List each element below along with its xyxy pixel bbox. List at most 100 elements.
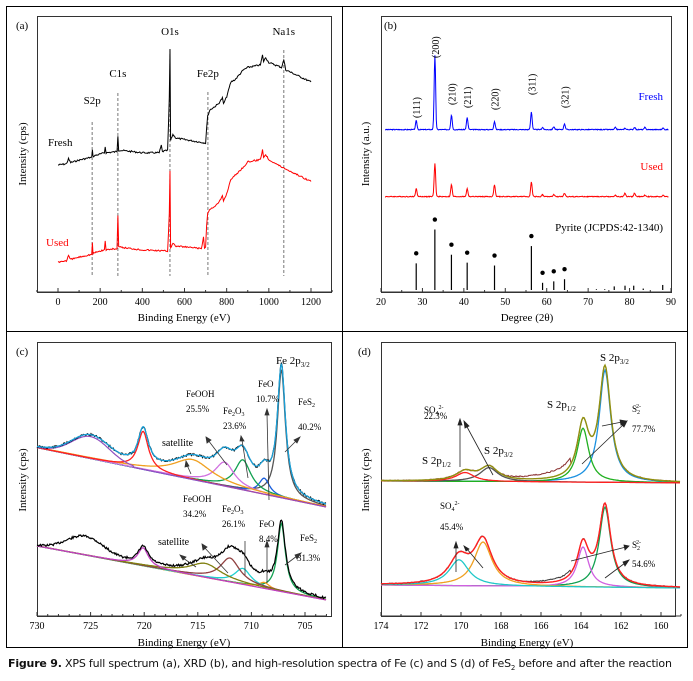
label-s2p32-top: S 2p3/2 (600, 352, 629, 366)
peak-label: (200) (431, 36, 442, 58)
title-fe2p32: Fe 2p3/2 (276, 355, 310, 369)
x-axis-a-tick-label: 400 (135, 297, 150, 308)
panel-label-a: (a) (16, 20, 29, 32)
x-axis-b-tick-label: 20 (376, 297, 386, 308)
x-axis-d-tick-label: 162 (614, 621, 629, 632)
x-axis-b-tick-label: 30 (417, 297, 427, 308)
legend-reference-b: Pyrite (JCPDS:42-1340) (555, 222, 663, 234)
peak-label: (220) (491, 88, 502, 110)
x-axis-c-tick-label: 720 (137, 621, 152, 632)
pct-fe2o3-used: 26.1% (222, 519, 246, 529)
series-line-used (384, 163, 669, 198)
x-axis-c-tick-label: 725 (83, 621, 98, 632)
label-feooh-used: FeOOH (183, 494, 212, 504)
x-axis-c-tick-label: 715 (190, 621, 205, 632)
label-s2-fresh: S22- (632, 404, 641, 416)
panel-d-s2p: (d) 174 172 170 168 166 164 162 160 S 2p3/2 S 2… (358, 342, 682, 649)
label-fes2-used: FeS2 (300, 533, 317, 545)
legend-used-a: Used (46, 237, 69, 249)
series-c (36, 362, 327, 601)
label-s2-used: S22- (632, 540, 641, 552)
reference-marker-dot (492, 253, 497, 258)
y-axis-label-d: Intensity (cps) (360, 448, 372, 512)
label-so4-used: SO42- (440, 501, 460, 513)
envelope-used (381, 501, 681, 588)
x-axis-d-tick-label: 174 (374, 621, 389, 632)
legend-fresh-b: Fresh (639, 91, 664, 103)
x-axis-label-a: Binding Energy (eV) (138, 312, 231, 324)
y-axis-label-b: Intensity (a.u.) (360, 121, 372, 186)
x-axis-c: 730 725 720 715 710 705 (30, 612, 327, 632)
x-axis-b: 20 30 40 50 60 70 80 90 (376, 288, 676, 308)
pct-feooh-used: 34.2% (183, 509, 207, 519)
panel-c-fe2p: (c) 730 725 720 715 710 705 Fe 2p3/2 FeOOH 25… (16, 342, 332, 649)
label-s2p12-so4-fresh: S 2p1/2 (422, 455, 451, 469)
label-s2p12-top: S 2p1/2 (547, 399, 576, 413)
x-axis-b-tick-label: 50 (500, 297, 510, 308)
x-axis-d: 174 172 170 168 166 164 162 160 (374, 612, 682, 632)
figure-caption: Figure 9. XPS full spectrum (a), XRD (b)… (8, 657, 688, 672)
x-axis-label-b: Degree (2θ) (501, 312, 554, 324)
annotation-arrows-d (453, 417, 630, 579)
pct-fes2-fresh: 40.2% (298, 422, 322, 432)
background-fresh (36, 435, 327, 508)
legend-fresh-a: Fresh (48, 137, 73, 149)
label-fe2o3-fresh: Fe2O3 (223, 406, 245, 418)
peak-label: (211) (463, 87, 474, 108)
x-axis-b-tick-label: 70 (583, 297, 593, 308)
caption-text-end: before and after the reaction (515, 657, 672, 670)
pct-s2-fresh: 77.7% (632, 424, 656, 434)
pct-fes2-used: 31.3% (297, 553, 321, 563)
raw-data-used (36, 519, 327, 600)
reference-label-o1s: O1s (161, 26, 179, 38)
panel-a-xps-survey: (a) 0 200 400 600 800 1000 1200 S2p C1s O1s Fe2p N… (16, 16, 333, 324)
label-fes2-fresh: FeS2 (298, 397, 315, 409)
caption-text: XPS full spectrum (a), XRD (b), and high… (61, 657, 511, 670)
x-axis-c-tick-label: 730 (30, 621, 45, 632)
reference-label-s2p: S2p (84, 95, 102, 107)
y-axis-label-c: Intensity (cps) (17, 448, 29, 512)
x-axis-d-tick-label: 166 (534, 621, 549, 632)
peak-labels-b: (111) (200) (210) (211) (220) (311) (321) (412, 36, 571, 118)
series-line-used (57, 149, 312, 264)
series-a (57, 49, 312, 264)
series-line-fresh (385, 55, 669, 131)
x-axis-a-tick-label: 600 (177, 297, 192, 308)
y-axis-label-a: Intensity (cps) (17, 122, 29, 186)
caption-label: Figure 9. (8, 657, 62, 670)
reference-label-fe2p: Fe2p (197, 68, 220, 80)
reference-marker-dot (529, 233, 534, 239)
x-axis-a-tick-label: 1200 (301, 297, 321, 308)
envelope-fresh (36, 363, 327, 505)
panel-b-xrd: (b) 20 30 40 50 60 70 80 90 (111) (200) (210) (211… (360, 16, 676, 324)
x-axis-b-tick-label: 60 (542, 297, 552, 308)
x-axis-d-tick-label: 170 (454, 621, 469, 632)
label-s2p32-so4-fresh: S 2p3/2 (484, 445, 513, 459)
reference-label-c1s: C1s (109, 68, 126, 80)
series-line-fresh (58, 49, 312, 166)
reference-label-na1s: Na1s (272, 26, 295, 38)
x-axis-a: 0 200 400 600 800 1000 1200 (36, 288, 333, 308)
x-axis-b-tick-label: 90 (666, 297, 676, 308)
series-d (380, 363, 681, 589)
x-axis-d-tick-label: 168 (494, 621, 509, 632)
x-axis-label-d: Binding Energy (eV) (481, 637, 574, 649)
label-satellite-used: satellite (158, 537, 190, 548)
plot-area-c (37, 342, 332, 617)
panel-label-c: (c) (16, 346, 29, 358)
x-axis-d-tick-label: 164 (574, 621, 589, 632)
envelope-fresh (381, 363, 681, 483)
x-axis-c-tick-label: 710 (244, 621, 259, 632)
x-axis-a-tick-label: 0 (56, 297, 61, 308)
panel-label-d: (d) (358, 346, 371, 358)
fit-component-fresh-3 (380, 471, 680, 484)
legend-used-b: Used (640, 161, 663, 173)
pct-feooh-fresh: 25.5% (186, 404, 210, 414)
plot-area-a (37, 16, 332, 293)
reference-marker-dot (551, 269, 556, 274)
x-axis-d-tick-label: 172 (414, 621, 429, 632)
pct-so4-fresh: 22.3% (424, 411, 448, 421)
fit-component-used-5 (36, 545, 327, 601)
panel-label-b: (b) (384, 20, 397, 32)
